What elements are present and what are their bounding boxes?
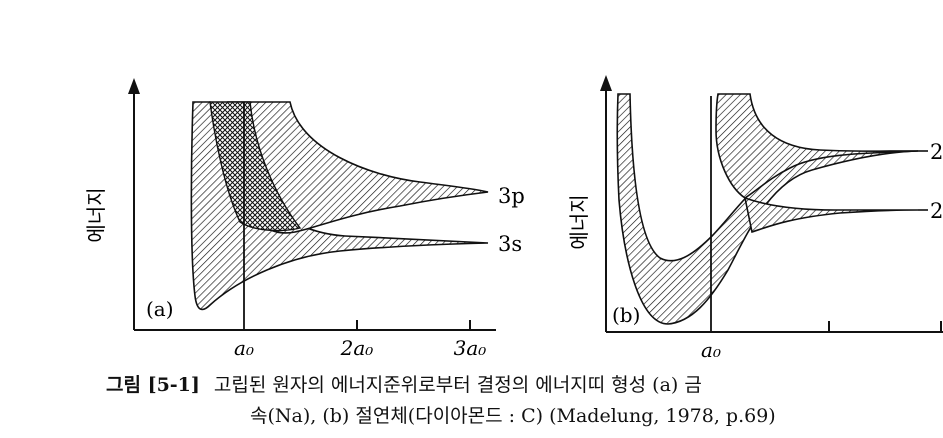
panel-a-tick-label-3a0: 3a₀ [454, 336, 487, 360]
caption-text-2: 속(Na), (b) 절연체(다이아몬드 : C) (Madelung, 197… [250, 405, 776, 427]
panel-a: 3p 3s (a) 에너지 a₀ 2a₀ 3a₀ [84, 78, 525, 360]
panel-a-label-3p: 3p [498, 184, 525, 208]
panel-a-tick-label-2a0: 2a₀ [340, 336, 374, 360]
panel-b-label-2p: 2p [930, 140, 943, 164]
panel-b-panel-label: (b) [612, 303, 640, 327]
caption-figure-label: 그림 [5-1] [106, 374, 200, 396]
caption-line-1: 그림 [5-1] 고립된 원자의 에너지준위로부터 결정의 에너지띠 형성 (a)… [106, 370, 702, 400]
panel-a-3s-band [190, 101, 489, 311]
panel-b-2s-band [743, 196, 919, 234]
panel-b: 2p 2s (b) 에너지 a₀ [567, 75, 943, 362]
panel-b-upper-band [715, 93, 919, 199]
figure-caption: 그림 [5-1] 고립된 원자의 에너지준위로부터 결정의 에너지띠 형성 (a)… [0, 368, 943, 438]
caption-line-2: 속(Na), (b) 절연체(다이아몬드 : C) (Madelung, 197… [250, 401, 776, 431]
panel-a-y-arrow [128, 78, 140, 94]
caption-text-1: 고립된 원자의 에너지준위로부터 결정의 에너지띠 형성 (a) 금 [213, 374, 702, 396]
panel-a-panel-label: (a) [146, 297, 174, 321]
panel-b-energy-label: 에너지 [567, 194, 591, 249]
panel-a-label-3s: 3s [498, 232, 522, 256]
panel-b-label-2s: 2s [930, 199, 943, 223]
panel-a-energy-label: 에너지 [84, 187, 108, 242]
panel-b-lower-band [616, 93, 919, 325]
panel-a-overlap [209, 101, 302, 232]
panel-a-tick-label-a0: a₀ [234, 336, 254, 360]
panel-b-y-arrow [600, 75, 612, 91]
panel-b-tick-label-a0: a₀ [701, 338, 721, 362]
